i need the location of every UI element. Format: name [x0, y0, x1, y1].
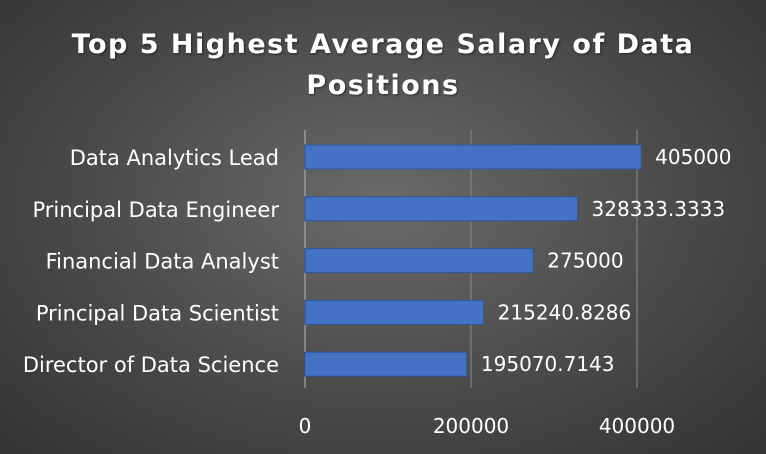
- bar: [304, 144, 642, 170]
- data-label: 405000: [655, 145, 731, 169]
- bar: [304, 351, 468, 377]
- chart-title: Top 5 Highest Average Salary of Data Pos…: [71, 29, 695, 101]
- data-label: 215240.8286: [498, 300, 632, 324]
- x-tick-label: 0: [299, 414, 312, 438]
- bar: [304, 248, 534, 274]
- data-label: 275000: [547, 249, 623, 273]
- x-tick-label: 200000: [433, 414, 509, 438]
- bar: [304, 299, 485, 325]
- category-label: Data Analytics Lead: [70, 146, 279, 170]
- labels: 0 200000 400000 Data Analytics Lead 405000 Pr…: [23, 145, 732, 438]
- category-label: Financial Data Analyst: [46, 250, 279, 274]
- data-label: 195070.7143: [481, 352, 615, 376]
- x-tick-label: 400000: [599, 414, 675, 438]
- bars: [304, 144, 642, 377]
- bar: [304, 196, 579, 222]
- category-label: Principal Data Engineer: [32, 198, 279, 222]
- data-label: 328333.3333: [592, 197, 726, 221]
- category-label: Director of Data Science: [23, 353, 279, 377]
- category-label: Principal Data Scientist: [36, 301, 279, 325]
